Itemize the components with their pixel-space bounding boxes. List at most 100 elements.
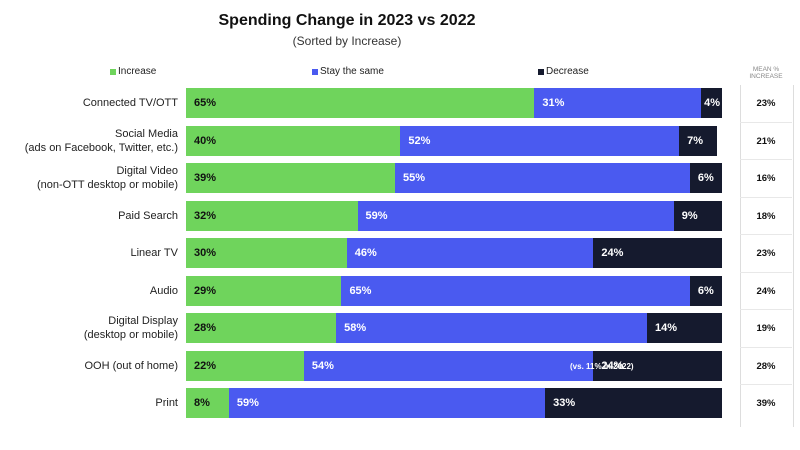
row-label-line: Paid Search <box>118 209 178 222</box>
bar-value-label: 65% <box>194 97 217 109</box>
bar-segment-increase: 40% <box>186 125 401 156</box>
bar-value-label: 40% <box>194 134 217 147</box>
bar-segment-decrease: 6% <box>689 275 722 306</box>
bar-value-label: 9% <box>681 209 698 222</box>
mean-increase-value: 39% <box>756 398 776 409</box>
legend-item-3: Decrease <box>538 66 589 77</box>
bar-segment-stay-the-same: 65% <box>341 275 690 306</box>
bar-segment-decrease: 24% <box>593 350 722 381</box>
bar-segment-stay-the-same: 31% <box>534 88 701 118</box>
bar-segment-increase: 28% <box>186 313 337 343</box>
bar-value-label: 31% <box>542 97 565 109</box>
bar-value-label: 29% <box>194 284 217 297</box>
bar-value-label: 59% <box>236 397 259 409</box>
bar-value-label: 24% <box>601 247 624 259</box>
bar-value-label: 32% <box>194 209 217 222</box>
mean-increase-value: 23% <box>756 248 776 259</box>
mean-increase-value: 24% <box>756 285 776 297</box>
bar-segment-decrease: 24% <box>593 238 722 268</box>
bar-segment-stay-the-same: 59% <box>228 388 546 418</box>
row-label-line: (desktop or mobile) <box>83 329 178 341</box>
row-label-3: Digital Video (non-OTT desktop or mobile) <box>37 164 178 192</box>
legend-item-1: Increase <box>110 66 156 77</box>
row-label-line: (non-OTT desktop or mobile) <box>36 179 178 191</box>
annotation-note: (vs. 11% in 2022) <box>570 361 634 371</box>
mean-increase-value: 28% <box>756 360 776 372</box>
row-label-line: OOH (out of home) <box>84 359 178 372</box>
bar-value-label: 6% <box>697 172 714 184</box>
bar-value-label: 8% <box>194 397 210 409</box>
bar-value-label: 7% <box>687 134 704 147</box>
mean-row-separator <box>740 121 792 123</box>
bar-value-label: 6% <box>697 284 714 297</box>
bar-segment-increase: 39% <box>186 163 396 193</box>
mean-row-separator <box>740 309 792 310</box>
legend-swatch <box>538 68 544 75</box>
bar-value-label: 30% <box>194 247 217 259</box>
bar-value-label: 59% <box>365 209 388 222</box>
bar-segment-increase: 65% <box>186 88 535 118</box>
bar-segment-increase: 8% <box>186 388 229 418</box>
mean-increase-value: 16% <box>756 173 776 184</box>
legend-item-2: Stay the same <box>312 66 384 77</box>
row-label-8: OOH (out of home) <box>84 359 178 373</box>
mean-increase-value: 18% <box>756 210 776 222</box>
legend-swatch <box>312 68 318 75</box>
bar-segment-stay-the-same: 52% <box>400 125 680 156</box>
bar-value-label: 46% <box>354 247 377 259</box>
row-label-line: (ads on Facebook, Twitter, etc.) <box>24 141 178 154</box>
bar-value-label: 4% <box>704 97 720 109</box>
mean-row-separator <box>740 196 792 198</box>
mean-increase-header: MEAN % INCREASE <box>749 66 783 80</box>
mean-increase-value: 23% <box>756 98 776 109</box>
chart-title: Spending Change in 2023 vs 2022 <box>218 12 476 29</box>
mean-row-separator <box>740 346 792 348</box>
bar-value-label: 54% <box>311 359 334 372</box>
mean-increase-value: 21% <box>756 135 776 147</box>
bar-value-label: 39% <box>194 172 217 184</box>
bar-segment-stay-the-same: 59% <box>357 200 674 231</box>
bar-segment-increase: 29% <box>186 275 342 306</box>
legend-label: Stay the same <box>320 66 384 77</box>
bar-segment-increase: 22% <box>186 350 304 381</box>
bar-segment-decrease: 4% <box>700 88 722 118</box>
bar-segment-increase: 30% <box>186 238 347 268</box>
bar-segment-decrease: 33% <box>545 388 722 418</box>
legend-label: Increase <box>118 66 157 77</box>
bar-segment-decrease: 14% <box>646 313 722 343</box>
row-label-6: Audio <box>150 284 178 298</box>
row-label-5: Linear TV <box>131 246 179 260</box>
bar-value-label: 28% <box>194 322 217 334</box>
row-label-1: Connected TV/OTT <box>83 96 178 110</box>
row-label-line: Social Media <box>115 127 178 140</box>
bar-value-label: 52% <box>408 134 431 147</box>
chart-subtitle: (Sorted by Increase) <box>292 34 402 48</box>
row-label-9: Print <box>155 396 178 410</box>
bar-value-label: 24% <box>601 359 624 372</box>
row-label-line: Connected TV/OTT <box>82 97 178 109</box>
bar-segment-stay-the-same: 58% <box>336 313 647 343</box>
mean-row-separator <box>740 159 792 160</box>
mean-row-separator <box>740 384 792 385</box>
row-label-line: Print <box>155 397 178 409</box>
bar-value-label: 33% <box>553 397 576 409</box>
bar-value-label: 58% <box>344 322 367 334</box>
bar-segment-stay-the-same: 54% <box>303 350 594 381</box>
bar-segment-stay-the-same: 46% <box>346 238 594 268</box>
row-label-line: Digital Display <box>108 315 178 327</box>
row-label-line: Digital Video <box>116 165 178 177</box>
mean-column <box>740 85 794 427</box>
legend-label: Decrease <box>546 66 589 77</box>
row-label-7: Digital Display (desktop or mobile) <box>84 314 178 342</box>
row-label-line: Linear TV <box>130 247 179 259</box>
mean-increase-value: 19% <box>756 323 776 334</box>
bar-segment-decrease: 7% <box>679 125 717 156</box>
bar-segment-decrease: 9% <box>673 200 722 231</box>
mean-row-separator <box>740 234 792 235</box>
bar-value-label: 14% <box>654 322 677 334</box>
bar-value-label: 55% <box>403 172 426 184</box>
legend-swatch <box>110 68 116 75</box>
bar-value-label: 65% <box>349 284 372 297</box>
bar-value-label: 22% <box>194 359 217 372</box>
bar-segment-decrease: 6% <box>689 163 722 193</box>
